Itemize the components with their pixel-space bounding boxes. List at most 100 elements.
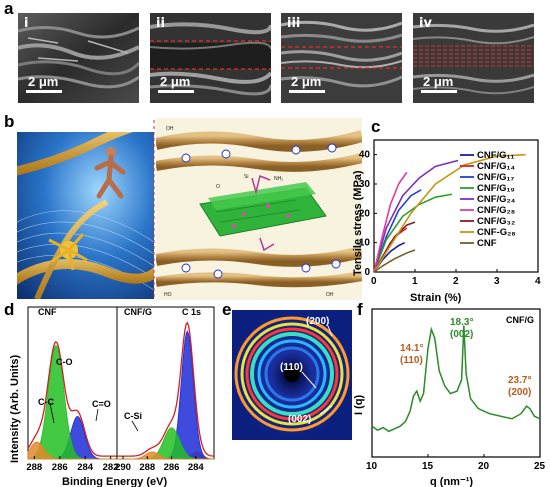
peak-002-angle: 18.3° xyxy=(450,317,473,328)
sem-label: i xyxy=(24,16,29,31)
runner-figure xyxy=(94,147,126,199)
scale-bar-label: 2 μm xyxy=(160,74,191,89)
f-x-axis-label: q (nm⁻¹) xyxy=(430,476,473,487)
peak-200-angle: 23.7° xyxy=(508,375,531,386)
peak-label-co: C-O xyxy=(56,357,73,367)
peak-label-csi: C-Si xyxy=(124,411,142,421)
x-axis-label: Strain (%) xyxy=(410,292,462,304)
x-tick-label: 15 xyxy=(422,461,434,472)
sem-image-ii: ii 2 μm xyxy=(150,13,271,103)
ring-200 xyxy=(234,316,350,432)
intensity-chart: I (q) q (nm⁻¹) CNF/G 10 15 20 25 14.1° (110… xyxy=(353,308,546,487)
panel-label-a: a xyxy=(4,0,14,18)
legend-label: CNF xyxy=(477,238,497,249)
y-tick-label: 30 xyxy=(359,179,371,190)
sem-label: iv xyxy=(419,16,432,31)
legend-label: CNF/G₂₈ xyxy=(477,205,515,216)
panel-label-f: f xyxy=(357,300,363,319)
x-tick-label: 2 xyxy=(453,276,459,287)
series-line xyxy=(373,193,453,273)
peak-110-index: (110) xyxy=(400,355,423,366)
sem-label: iii xyxy=(287,16,301,31)
sem-texture xyxy=(150,13,271,103)
legend-label: CNF/G₂₄ xyxy=(477,194,516,205)
intensity-line xyxy=(371,325,541,433)
xps-y-axis-label: Intensity (Arb. Units) xyxy=(9,354,21,463)
sem-image-iv: iv 2 μm xyxy=(413,13,534,103)
series-line xyxy=(373,159,459,273)
peak-002-index: (002) xyxy=(450,329,473,340)
xps-peak xyxy=(117,451,214,460)
x-tick-label: 1 xyxy=(412,276,418,287)
x-tick-label: 20 xyxy=(478,461,490,472)
b-connector xyxy=(153,120,155,300)
xps-c1s-label: C 1s xyxy=(182,307,201,317)
x-tick-label: 284 xyxy=(77,462,94,473)
peak-110-angle: 14.1° xyxy=(400,343,423,354)
x-tick-label: 284 xyxy=(188,462,205,473)
scale-bar xyxy=(26,90,62,93)
schem-label: O xyxy=(216,184,220,190)
x-tick-label: 288 xyxy=(26,462,42,473)
x-tick-label: 10 xyxy=(366,461,378,472)
legend-label: CNF/G₁₁ xyxy=(477,150,514,161)
x-tick-label: 25 xyxy=(534,461,546,472)
sem-texture xyxy=(413,13,534,103)
schematic-svg: OH Si NH₂ O HO OH xyxy=(156,126,362,298)
plot-frame xyxy=(371,308,541,458)
xps-right-title: CNF/G xyxy=(124,307,152,317)
neuron-cell xyxy=(48,233,88,271)
xps-envelope xyxy=(117,321,215,457)
series-line xyxy=(373,153,526,273)
sem-texture xyxy=(18,13,139,103)
ring-label-110: (110) xyxy=(280,362,303,373)
ring-label-002: (002) xyxy=(288,414,311,425)
y-tick-label: 0 xyxy=(364,267,370,278)
legend-label: CNF/G₃₂ xyxy=(477,216,515,227)
xps-envelope xyxy=(27,340,117,457)
sem-image-i: i 2 μm xyxy=(18,13,139,103)
interface-schematic: OH Si NH₂ O HO OH xyxy=(156,118,362,300)
series-line xyxy=(373,171,408,273)
legend-label: CNF/G₁₉ xyxy=(477,183,515,194)
xps-x-axis-label: Binding Energy (eV) xyxy=(62,476,167,487)
panel-label-e: e xyxy=(222,300,232,319)
schem-label: NH₂ xyxy=(274,176,283,182)
ring-label-200: (200) xyxy=(306,316,329,327)
f-title: CNF/G xyxy=(506,315,534,325)
x-tick-label: 3 xyxy=(494,276,500,287)
panel-label-b: b xyxy=(4,112,15,131)
scale-bar xyxy=(289,90,325,93)
xps-chart: Intensity (Arb. Units) Binding Energy (e… xyxy=(9,306,215,487)
scale-bar xyxy=(158,90,194,93)
peak-label-cdo: C=O xyxy=(92,399,111,409)
x-tick-label: 290 xyxy=(115,462,131,473)
sem-image-iii: iii 2 μm xyxy=(281,13,402,103)
biomimetic-illustration xyxy=(17,132,154,299)
scale-bar-label: 2 μm xyxy=(423,74,454,89)
schem-label: HO xyxy=(164,292,172,298)
xps-peak xyxy=(27,441,117,460)
y-tick-label: 40 xyxy=(359,150,371,161)
peak-200-index: (200) xyxy=(508,387,531,398)
x-tick-label: 282 xyxy=(103,462,119,473)
series-line xyxy=(373,249,416,273)
legend-label: CNF/G₁₇ xyxy=(477,172,514,183)
scale-bar xyxy=(421,90,457,93)
y-tick-label: 20 xyxy=(359,208,371,219)
x-tick-label: 4 xyxy=(535,276,541,287)
ring-110 xyxy=(257,339,327,409)
scale-bar-label: 2 μm xyxy=(291,74,322,89)
legend-label: CNF-G₂₈ xyxy=(477,227,516,238)
schem-label: OH xyxy=(326,292,334,298)
peak-label-cc: C-C xyxy=(38,397,54,407)
y-axis-label: Tensile stress (MPa) xyxy=(352,170,364,276)
panel-label-d: d xyxy=(4,300,15,319)
runner-neuron-artwork xyxy=(17,132,154,299)
x-tick-label: 286 xyxy=(52,462,68,473)
scale-bar-label: 2 μm xyxy=(28,74,59,89)
waxs-pattern: (200) (110) (002) xyxy=(232,310,352,440)
x-tick-label: 286 xyxy=(164,462,180,473)
xps-left-title: CNF xyxy=(38,307,57,317)
x-tick-label: 0 xyxy=(371,276,377,287)
